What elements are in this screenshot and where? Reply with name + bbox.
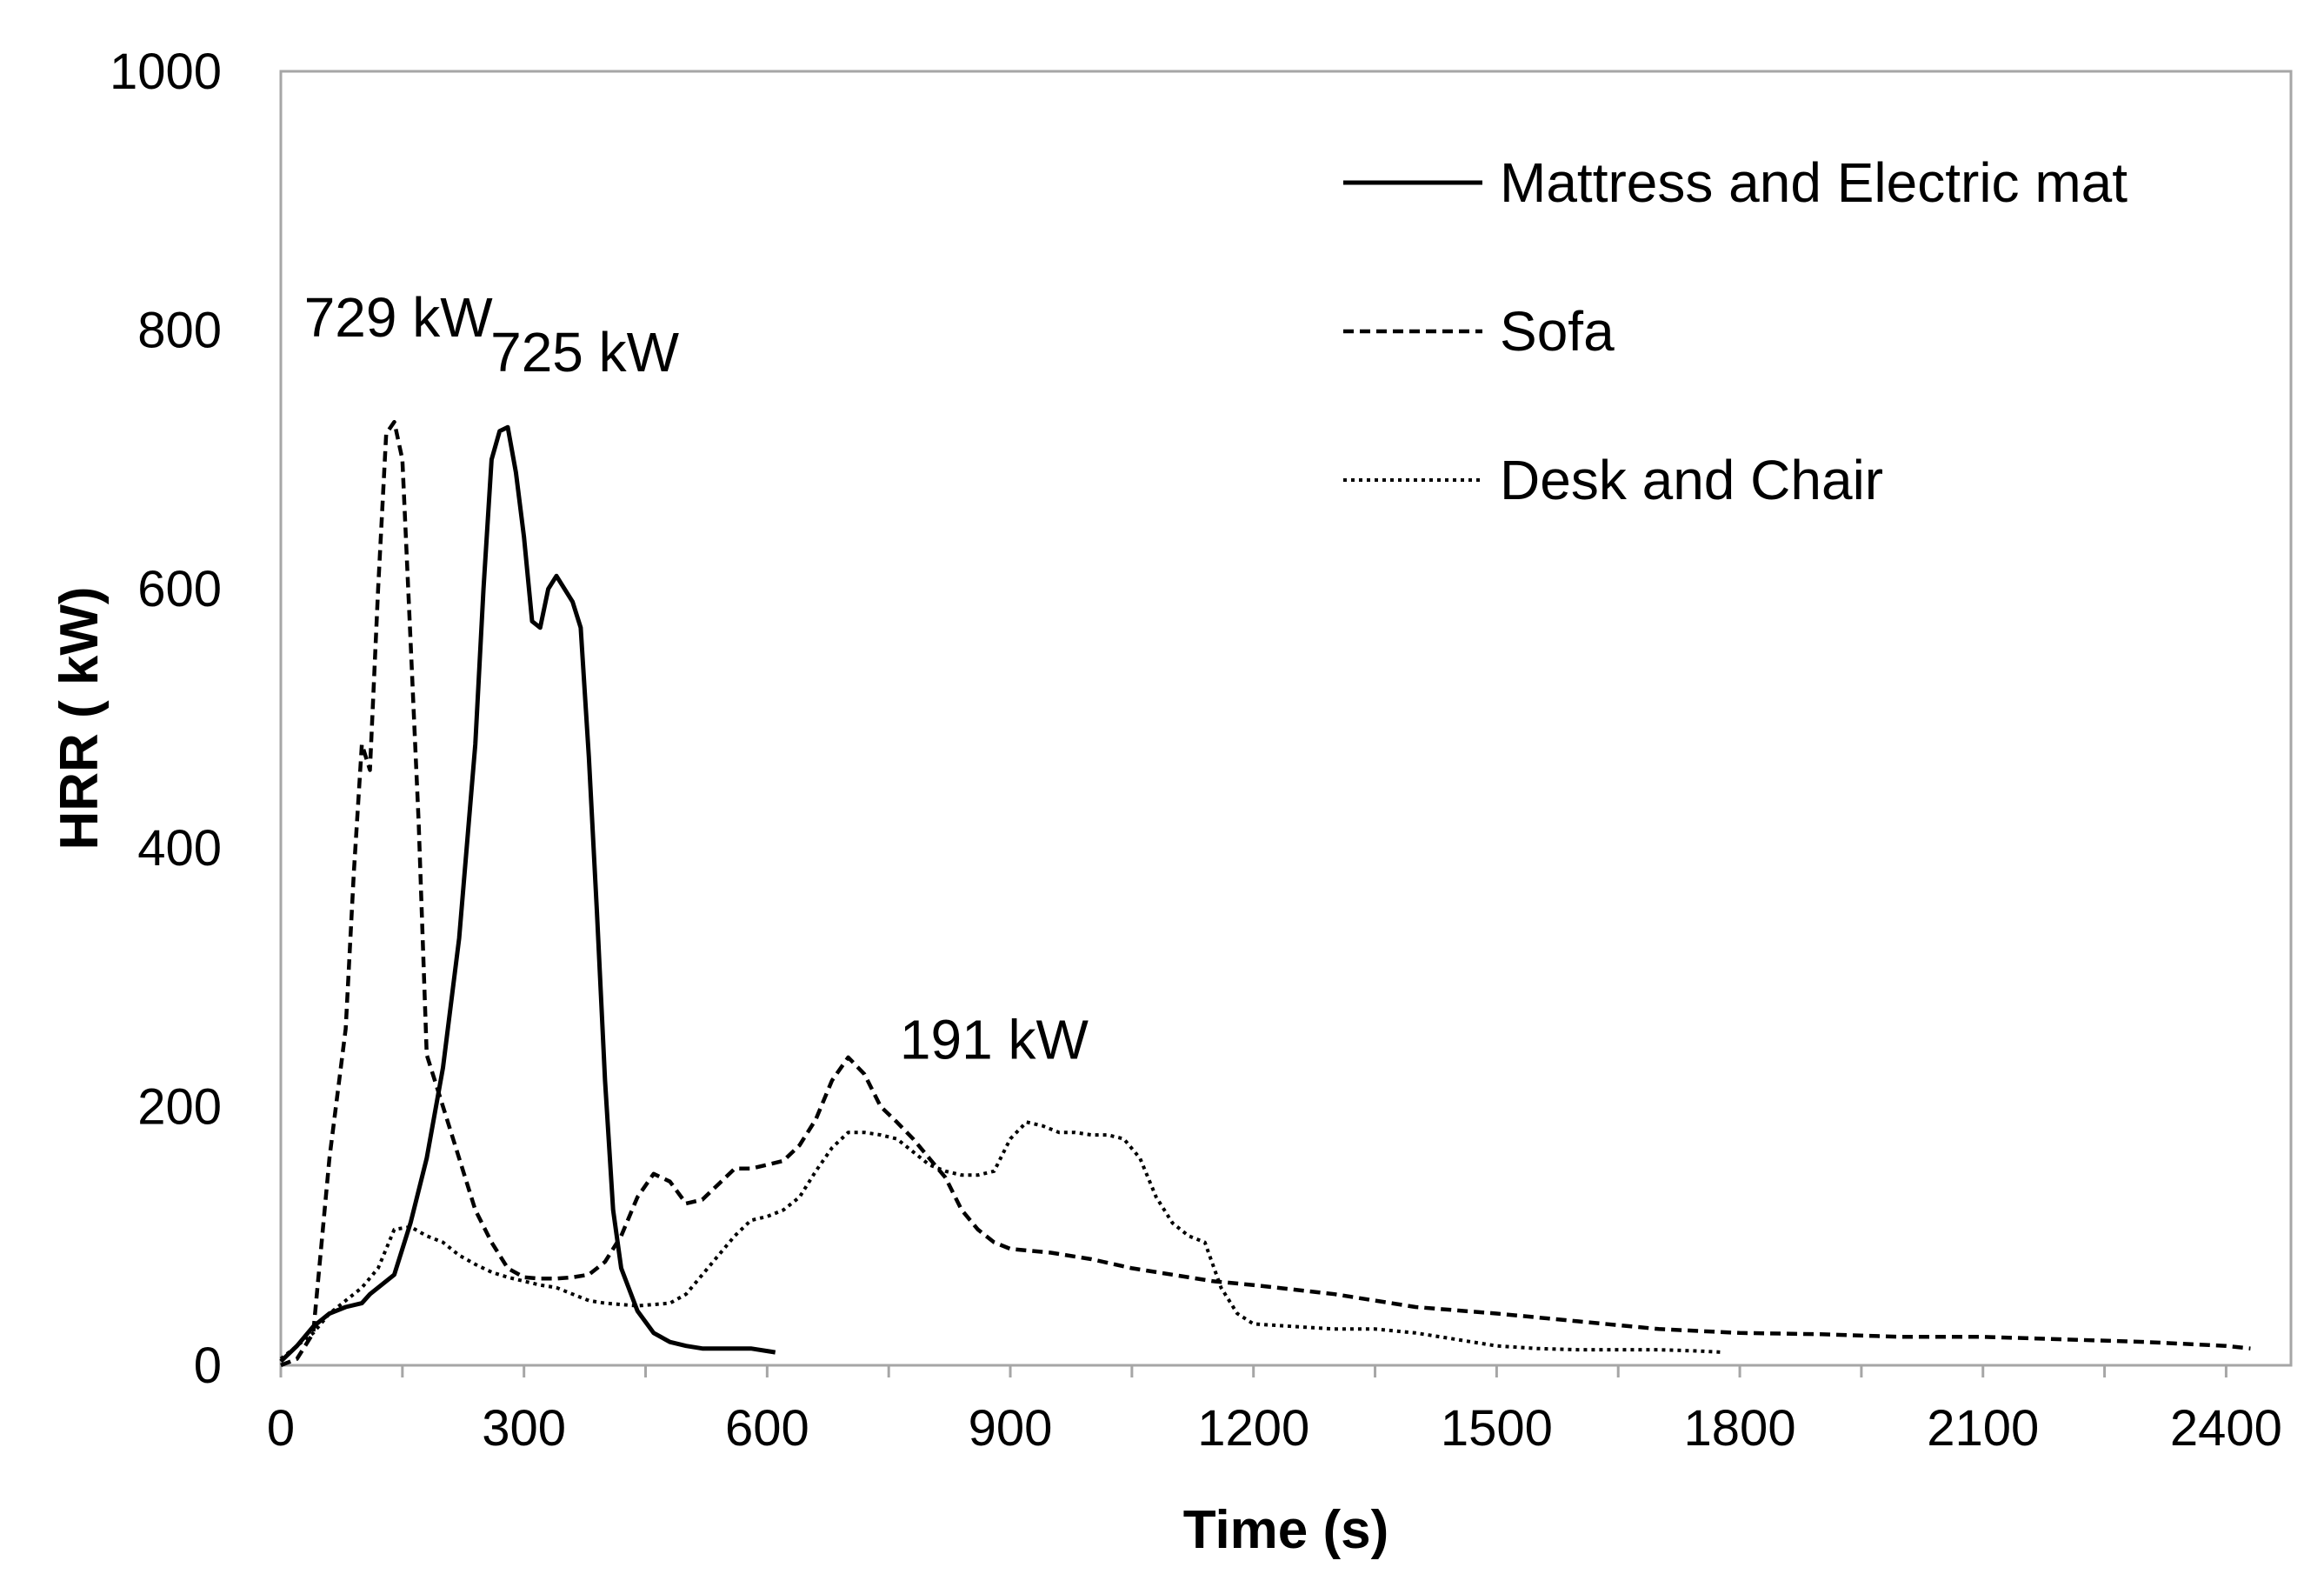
peak-annotation: 729 kW [304,286,494,349]
legend-label: Sofa [1500,300,1615,363]
legend-label: Desk and Chair [1500,449,1883,511]
series-line-mattress-and-electric-mat [279,424,776,1364]
series-line-sofa [280,419,2251,1368]
x-tick-label: 600 [725,1400,809,1457]
peak-annotation: 725 kW [490,321,680,383]
y-tick-label: 800 [137,303,222,359]
legend: Mattress and Electric mat Sofa Desk and Ch… [1343,151,2128,511]
x-tick-label: 2100 [1927,1400,2039,1457]
x-tick-label: 900 [969,1400,1053,1457]
legend-label: Mattress and Electric mat [1500,151,2128,214]
axes: 0 300 600 900 1200 1500 1800 2100 2400 0 200 400 600… [110,43,2282,1457]
x-tick-label: 0 [267,1400,295,1457]
x-tick-label: 1200 [1197,1400,1309,1457]
series-layer [279,419,2251,1368]
y-tick-label: 200 [137,1078,222,1135]
x-tick-label: 1500 [1441,1400,1553,1457]
x-tick-label: 2400 [2170,1400,2282,1457]
y-axis-title: HRR ( kW) [50,586,110,850]
series-line-desk-and-chair [279,1120,1724,1361]
y-tick-label: 0 [194,1337,222,1394]
peak-annotation: 191 kW [900,1008,1089,1070]
x-tick-label: 300 [482,1400,566,1457]
x-axis-title: Time (s) [1183,1500,1389,1560]
x-tick-label: 1800 [1684,1400,1796,1457]
y-tick-label: 400 [137,820,222,877]
y-tick-label: 1000 [110,43,222,100]
y-tick-label: 600 [137,561,222,617]
